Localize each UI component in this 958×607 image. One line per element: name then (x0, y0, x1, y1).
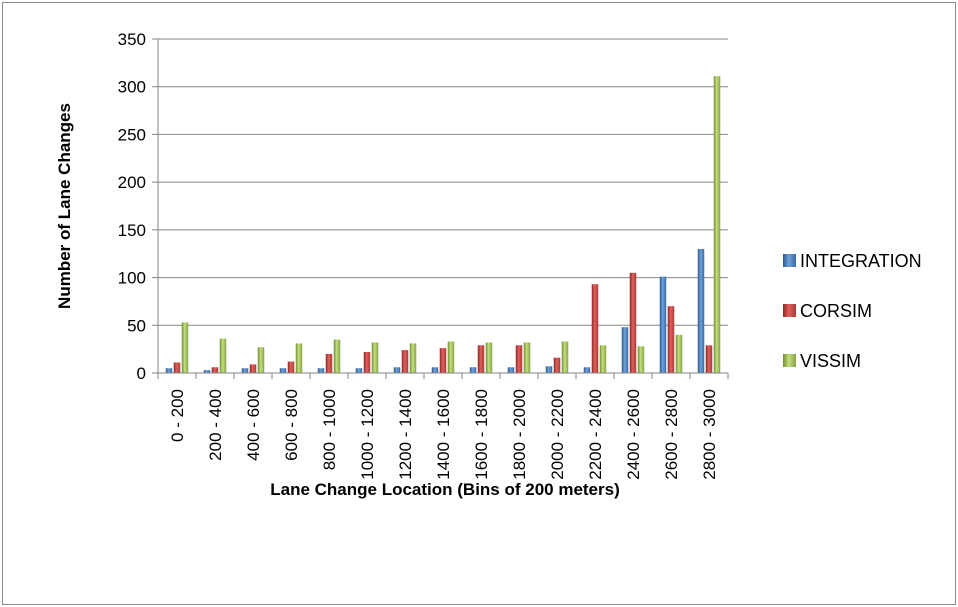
bar-integration-2 (241, 368, 249, 373)
bar-vissim-14 (713, 76, 721, 374)
bar-vissim-4 (333, 339, 341, 373)
y-tick-label: 50 (127, 316, 146, 335)
bar-integration-14 (697, 248, 705, 373)
y-tick-labels: 0 50 100 150 200 250 300 350 (118, 30, 146, 383)
bar-corsim-2 (249, 364, 257, 373)
bar-integration-3 (279, 368, 287, 373)
y-tick-label: 250 (118, 125, 146, 144)
legend-swatch-vissim (783, 354, 796, 367)
bar-vissim-10 (561, 341, 569, 373)
bar-corsim-9 (515, 345, 523, 373)
x-tick-label: 2000 - 2200 (548, 389, 567, 480)
x-tick-label: 1200 - 1400 (396, 389, 415, 480)
legend-swatch-corsim (783, 304, 796, 317)
x-tick-label: 1800 - 2000 (510, 389, 529, 480)
bar-integration-9 (507, 367, 515, 373)
bar-vissim-6 (409, 343, 417, 373)
bar-corsim-8 (477, 345, 485, 373)
bar-vissim-5 (371, 342, 379, 373)
bar-corsim-13 (667, 306, 675, 373)
bar-corsim-7 (439, 348, 447, 373)
x-tick-label: 800 - 1000 (320, 389, 339, 470)
bar-corsim-6 (401, 350, 409, 373)
y-axis-title: Number of Lane Changes (55, 103, 74, 309)
x-tick-label: 1000 - 1200 (358, 389, 377, 480)
bar-integration-6 (393, 367, 401, 373)
bar-corsim-1 (211, 367, 219, 373)
bar-integration-0 (165, 368, 173, 373)
x-tick-label: 1400 - 1600 (434, 389, 453, 480)
bars (165, 76, 721, 374)
bar-corsim-4 (325, 353, 333, 373)
x-tick-label: 2400 - 2600 (624, 389, 643, 480)
x-tick-label: 200 - 400 (206, 389, 225, 461)
x-tick-label: 2800 - 3000 (700, 389, 719, 480)
bar-vissim-3 (295, 343, 303, 373)
legend-label-vissim: VISSIM (800, 351, 861, 371)
y-tick-label: 350 (118, 30, 146, 49)
x-tick-labels: 0 - 200 200 - 400 400 - 600 600 - 800 800 - … (168, 389, 719, 480)
bar-integration-12 (621, 327, 629, 373)
bar-corsim-5 (363, 352, 371, 373)
bar-integration-1 (203, 370, 211, 373)
bar-corsim-14 (705, 345, 713, 373)
y-tick-label: 100 (118, 269, 146, 288)
bar-integration-13 (659, 276, 667, 373)
y-tick-label: 150 (118, 221, 146, 240)
bar-integration-4 (317, 368, 325, 373)
bar-chart: 0 50 100 150 200 250 300 350 0 - 200 200 - 400 40… (55, 30, 922, 499)
bar-vissim-11 (599, 345, 607, 373)
x-tick-label: 2600 - 2800 (662, 389, 681, 480)
bar-corsim-0 (173, 362, 181, 373)
bar-integration-5 (355, 368, 363, 373)
legend: INTEGRATION CORSIM VISSIM (783, 251, 922, 371)
bar-vissim-12 (637, 346, 645, 373)
gridlines (158, 38, 728, 326)
x-tick-label: 600 - 800 (282, 389, 301, 461)
legend-label-integration: INTEGRATION (800, 251, 922, 271)
bar-corsim-12 (629, 272, 637, 373)
bar-integration-11 (583, 367, 591, 373)
bar-integration-7 (431, 367, 439, 373)
bar-vissim-9 (523, 342, 531, 373)
bar-vissim-1 (219, 338, 227, 373)
x-tick-label: 1600 - 1800 (472, 389, 491, 480)
axes (152, 38, 729, 379)
bar-vissim-0 (181, 322, 189, 373)
bar-vissim-8 (485, 342, 493, 373)
legend-swatch-integration (783, 254, 796, 267)
bar-corsim-11 (591, 284, 599, 373)
bar-vissim-2 (257, 347, 265, 373)
x-tick-label: 400 - 600 (244, 389, 263, 461)
x-tick-label: 2200 - 2400 (586, 389, 605, 480)
y-tick-label: 0 (137, 364, 146, 383)
y-tick-label: 200 (118, 173, 146, 192)
legend-label-corsim: CORSIM (800, 301, 872, 321)
x-tick-label: 0 - 200 (168, 389, 187, 442)
bar-corsim-3 (287, 361, 295, 373)
bar-corsim-10 (553, 357, 561, 373)
bar-integration-8 (469, 367, 477, 373)
bar-integration-10 (545, 366, 553, 373)
bar-vissim-13 (675, 334, 683, 373)
x-axis-title: Lane Change Location (Bins of 200 meters… (270, 480, 620, 499)
y-tick-label: 300 (118, 78, 146, 97)
bar-vissim-7 (447, 341, 455, 373)
